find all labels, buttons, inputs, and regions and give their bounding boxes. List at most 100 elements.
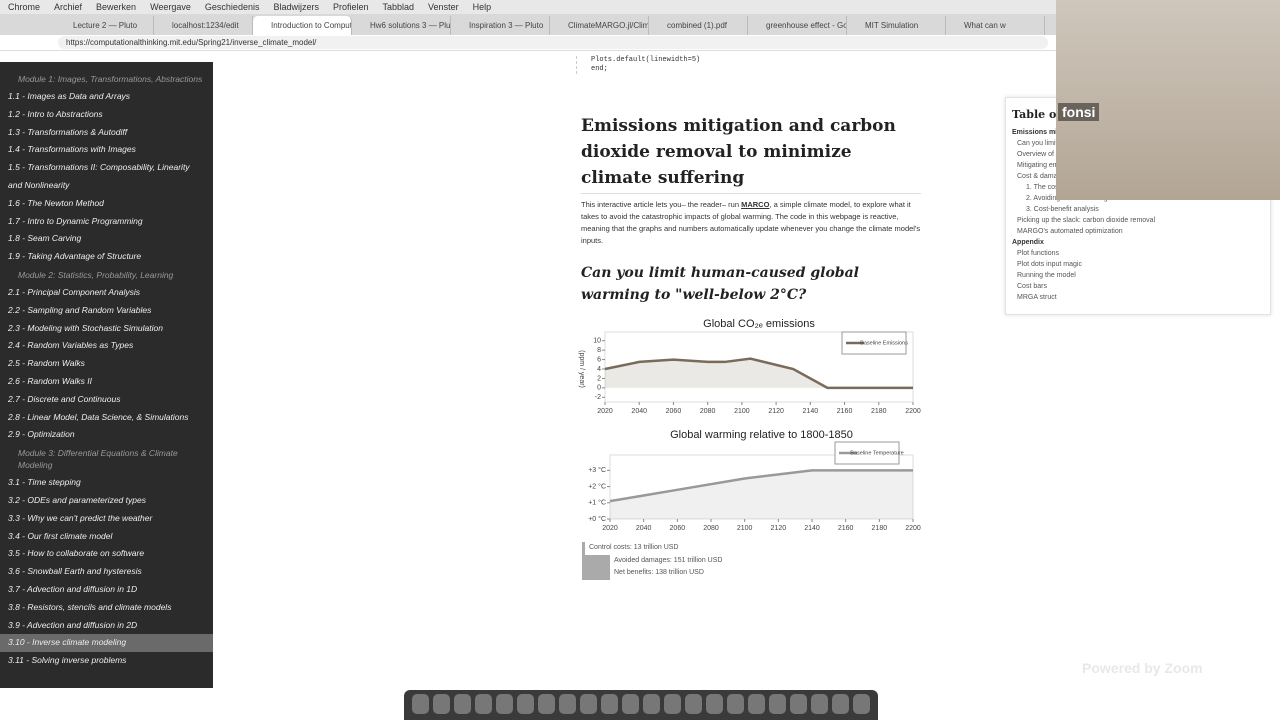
dock-icon[interactable]: [601, 694, 618, 714]
menu-item[interactable]: Venster: [428, 2, 459, 12]
dock-icon[interactable]: [538, 694, 555, 714]
tab[interactable]: MIT Simulation: [847, 16, 946, 35]
dock-icon[interactable]: [559, 694, 576, 714]
nav-item[interactable]: 1.8 - Seam Carving: [8, 233, 82, 244]
nav-item[interactable]: 1.4 - Transformations with Images: [8, 144, 136, 155]
dock-icon[interactable]: [517, 694, 534, 714]
toc-item[interactable]: 3. Cost-benefit analysis: [1026, 206, 1099, 213]
nav-item[interactable]: 1.1 - Images as Data and Arrays: [8, 91, 131, 101]
tab[interactable]: localhost:1234/edit: [154, 16, 253, 35]
dock-icon[interactable]: [748, 694, 765, 714]
menu-item[interactable]: Tabblad: [382, 2, 415, 12]
dock-icon[interactable]: [727, 694, 744, 714]
nav-item[interactable]: 2.5 - Random Walks: [8, 358, 85, 369]
nav-item[interactable]: 1.3 - Transformations & Autodiff: [8, 126, 128, 137]
y-tick-label: +3 °C: [588, 466, 606, 474]
nav-item[interactable]: 3.1 - Time stepping: [8, 477, 81, 488]
nav-item[interactable]: 2.6 - Random Walks II: [8, 375, 92, 386]
toc-item[interactable]: MARGO's automated optimization: [1017, 228, 1123, 235]
nav-item[interactable]: 2.7 - Discrete and Continuous: [8, 393, 121, 404]
nav-item[interactable]: 2.2 - Sampling and Random Variables: [8, 304, 152, 315]
tab[interactable]: ClimateMARGO.jl/Climate: [550, 16, 649, 35]
menu-item[interactable]: Profielen: [332, 2, 369, 12]
nav-item[interactable]: 3.4 - Our first climate model: [8, 530, 113, 541]
x-tick-label: 2020: [597, 408, 613, 415]
nav-item[interactable]: 3.2 - ODEs and parameterized types: [8, 494, 146, 505]
nav-item[interactable]: 1.5 - Transformations II: Composability,…: [8, 162, 190, 190]
url[interactable]: https://computationalthinking.mit.edu/Sp…: [58, 36, 1048, 49]
menu-item[interactable]: Bewerken: [96, 2, 137, 12]
dock-icon[interactable]: [790, 694, 807, 714]
nav-item[interactable]: 3.9 - Advection and diffusion in 2D: [8, 619, 138, 630]
code-line: end;: [591, 65, 608, 73]
dock-icon[interactable]: [706, 694, 723, 714]
dock-icon[interactable]: [664, 694, 681, 714]
nav-item[interactable]: 2.3 - Modeling with Stochastic Simulatio…: [8, 322, 163, 333]
y-tick-label: +1 °C: [588, 499, 606, 507]
chart-title: Global warming relative to 1800-1850: [670, 429, 853, 441]
dock-icon[interactable]: [433, 694, 450, 714]
menu-item[interactable]: Bladwijzers: [273, 2, 319, 12]
nav-item[interactable]: 2.8 - Linear Model, Data Science, & Simu…: [8, 411, 189, 422]
plot-area: [609, 454, 914, 520]
legend-label: Baseline Emissions: [860, 340, 908, 346]
dock-icon[interactable]: [496, 694, 513, 714]
dock-icon[interactable]: [622, 694, 639, 714]
dock-icon[interactable]: [685, 694, 702, 714]
y-tick-label: 0: [597, 385, 601, 392]
nav-item[interactable]: 3.7 - Advection and diffusion in 1D: [8, 583, 138, 594]
toc-item[interactable]: Plot dots input magic: [1017, 261, 1082, 268]
x-tick-label: 2100: [737, 525, 753, 532]
nav-item[interactable]: 3.5 - How to collaborate on software: [8, 548, 145, 559]
menu-item[interactable]: Geschiedenis: [204, 2, 260, 12]
toc-item[interactable]: Appendix: [1012, 239, 1044, 246]
nav-item[interactable]: 1.6 - The Newton Method: [8, 197, 104, 208]
dock-icon[interactable]: [643, 694, 660, 714]
menu-item[interactable]: Chrome: [8, 2, 41, 12]
toc-item[interactable]: Picking up the slack: carbon dioxide rem…: [1017, 217, 1156, 224]
nav-item[interactable]: 1.7 - Intro to Dynamic Programming: [8, 215, 143, 226]
toc-item[interactable]: Plot functions: [1017, 250, 1060, 257]
link[interactable]: MARCO: [741, 200, 770, 209]
nav-item[interactable]: 2.1 - Principal Component Analysis: [8, 286, 140, 297]
tab[interactable]: Hw6 solutions 3 — Plu: [352, 16, 451, 35]
toc-item[interactable]: MRGA struct: [1017, 294, 1057, 301]
menu-item[interactable]: Archief: [54, 2, 83, 12]
dock-icon[interactable]: [412, 694, 429, 714]
tab[interactable]: Inspiration 3 — Pluto: [451, 16, 550, 35]
y-tick-label: 10: [593, 338, 601, 345]
menu-item[interactable]: Help: [472, 2, 492, 12]
x-tick-label: 2080: [703, 525, 719, 532]
tab[interactable]: Lecture 2 — Pluto: [55, 16, 154, 35]
dock-icon[interactable]: [853, 694, 870, 714]
x-tick-label: 2100: [734, 408, 750, 415]
menu-item[interactable]: Weergave: [150, 2, 191, 12]
dock-icon[interactable]: [580, 694, 597, 714]
nav-item[interactable]: 2.4 - Random Variables as Types: [8, 340, 134, 351]
legend-label: Baseline Temperature: [850, 450, 903, 456]
line: [609, 469, 913, 503]
tab[interactable]: greenhouse effect - Goo: [748, 16, 847, 35]
tab[interactable]: Introduction to Computat: [253, 16, 352, 35]
dock-icon[interactable]: [769, 694, 786, 714]
tab[interactable]: combined (1).pdf: [649, 16, 748, 35]
nav-item[interactable]: 2.9 - Optimization: [8, 429, 75, 440]
nav-item[interactable]: 3.6 - Snowball Earth and hysteresis: [8, 566, 142, 577]
nav-item[interactable]: 3.8 - Resistors, stencils and climate mo…: [8, 601, 172, 612]
x-tick-label: 2060: [670, 525, 686, 532]
nav-item[interactable]: 3.11 - Solving inverse problems: [8, 655, 127, 666]
nav-item[interactable]: 3.10 - Inverse climate modeling: [0, 634, 213, 653]
toc-item[interactable]: Cost bars: [1017, 283, 1047, 290]
dock-icon[interactable]: [832, 694, 849, 714]
address-bar: https://computationalthinking.mit.edu/Sp…: [0, 35, 1056, 51]
nav-item[interactable]: 1.9 - Taking Advantage of Structure: [8, 251, 142, 262]
dock-icon[interactable]: [454, 694, 471, 714]
nav-item[interactable]: 3.3 - Why we can't predict the weather: [8, 512, 153, 523]
tab[interactable]: What can w: [946, 16, 1045, 35]
area: [605, 358, 913, 388]
y-tick-label: -2: [595, 394, 601, 401]
dock-icon[interactable]: [811, 694, 828, 714]
toc-item[interactable]: Running the model: [1017, 272, 1076, 279]
dock-icon[interactable]: [475, 694, 492, 714]
nav-item[interactable]: 1.2 - Intro to Abstractions: [8, 108, 103, 119]
